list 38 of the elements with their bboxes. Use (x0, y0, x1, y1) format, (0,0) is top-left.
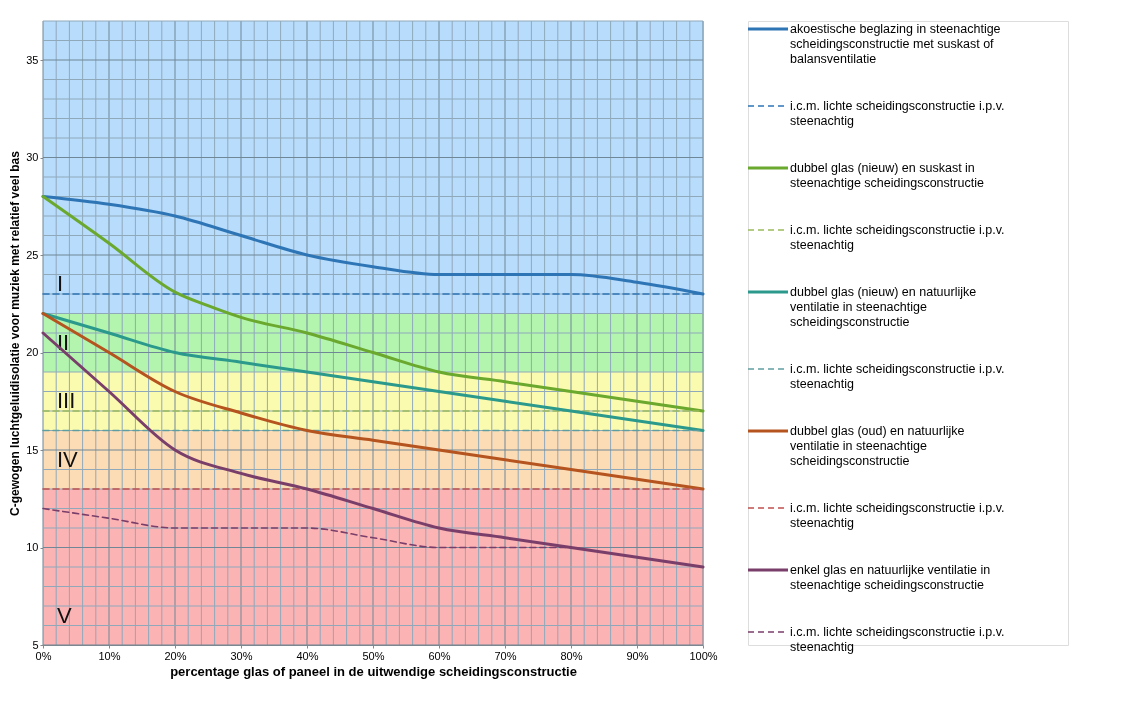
y-tick-label: 15 (26, 443, 39, 456)
legend-label: dubbel glas (nieuw) en natuurlijke ventilatie in steenachtige scheidingsconstructie (790, 285, 977, 329)
x-tick-label: 100% (689, 649, 718, 662)
x-tick-label: 80% (560, 649, 583, 662)
x-tick-label: 0% (35, 649, 52, 662)
legend-label: i.c.m. lichte scheidingsconstructie i.p.v. steenachtig (790, 362, 1005, 391)
x-tick-label: 70% (494, 649, 517, 662)
y-axis-title: C-gewogen luchtgeluidisolatie voor muziek met relatief veel bas (8, 150, 23, 516)
y-tick-label: 20 (26, 346, 39, 358)
legend-label: akoestische beglazing in steenachtige scheidingsconstructie met suskast of balansventilatie (790, 22, 1001, 66)
y-tick-label: 10 (26, 541, 39, 553)
x-tick-label: 90% (626, 649, 649, 662)
line-series (41, 312, 705, 491)
legend-label: i.c.m. lichte scheidingsconstructie i.p.v. steenachtig (790, 501, 1005, 530)
x-tick-label: 10% (98, 649, 121, 662)
legend-label: dubbel glas (oud) en natuurlijke ventilatie in steenachtige scheidingsconstructie (790, 424, 965, 468)
x-tick-label: 20% (164, 649, 187, 662)
legend-label: enkel glas en natuurlijke ventilatie in steenachtige scheidingsconstructie (790, 563, 991, 592)
band-label: I (57, 271, 64, 297)
legend-label: i.c.m. lichte scheidingsconstructie i.p.v. steenachtig (790, 99, 1005, 128)
legend-label: i.c.m. lichte scheidingsconstructie i.p.v. steenachtig (790, 625, 1005, 654)
y-tick-label: 30 (26, 151, 39, 163)
x-tick-label: 50% (362, 649, 385, 662)
band-label: V (57, 602, 72, 628)
y-tick-label: 25 (26, 248, 39, 261)
band-label: III (57, 388, 76, 414)
y-tick-label: 35 (26, 53, 39, 66)
x-axis-title: percentage glas of paneel in de uitwendige scheidingsconstructie (170, 663, 577, 679)
y-tick-label: 5 (32, 638, 39, 651)
x-tick-label: 60% (428, 649, 451, 662)
x-tick-label: 30% (230, 649, 253, 662)
x-tick-label: 40% (296, 649, 319, 662)
line-series (41, 331, 705, 569)
band-label: IV (57, 446, 79, 472)
legend-label: i.c.m. lichte scheidingsconstructie i.p.v. steenachtig (790, 223, 1005, 252)
line-series (41, 195, 705, 413)
legend-label: dubbel glas (nieuw) en suskast in steenachtige scheidingsconstructie (790, 161, 984, 190)
line-series (41, 312, 705, 432)
